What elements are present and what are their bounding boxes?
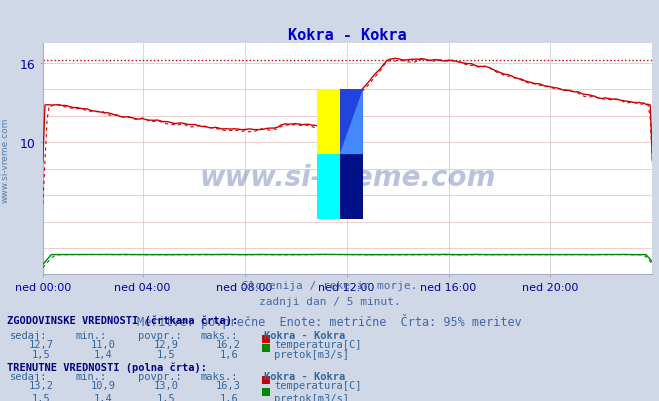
Text: pretok[m3/s]: pretok[m3/s] [274, 393, 349, 401]
Text: www.si-vreme.com: www.si-vreme.com [1, 118, 10, 203]
Text: min.:: min.: [76, 371, 107, 381]
Text: TRENUTNE VREDNOSTI (polna črta):: TRENUTNE VREDNOSTI (polna črta): [7, 362, 206, 372]
Text: 1,5: 1,5 [157, 393, 175, 401]
Text: 16,3: 16,3 [216, 381, 241, 391]
Text: povpr.:: povpr.: [138, 371, 182, 381]
Text: 1,4: 1,4 [94, 349, 113, 359]
Text: temperatura[C]: temperatura[C] [274, 340, 362, 350]
Text: 1,6: 1,6 [219, 349, 238, 359]
Text: 1,5: 1,5 [32, 349, 50, 359]
Text: Slovenija / reke in morje.: Slovenija / reke in morje. [242, 281, 417, 291]
Text: 12,7: 12,7 [28, 340, 53, 350]
Text: sedaj:: sedaj: [10, 371, 47, 381]
Text: 16,2: 16,2 [216, 340, 241, 350]
Text: pretok[m3/s]: pretok[m3/s] [274, 349, 349, 359]
Bar [339, 155, 363, 219]
Text: 1,4: 1,4 [94, 393, 113, 401]
Text: 12,9: 12,9 [154, 340, 179, 350]
Text: 1,5: 1,5 [32, 393, 50, 401]
Text: min.:: min.: [76, 330, 107, 340]
Bar [316, 155, 339, 219]
Text: 13,0: 13,0 [154, 381, 179, 391]
Text: 1,5: 1,5 [157, 349, 175, 359]
Text: maks.:: maks.: [201, 330, 239, 340]
Text: 10,9: 10,9 [91, 381, 116, 391]
Text: Kokra - Kokra: Kokra - Kokra [264, 330, 345, 340]
Text: ZGODOVINSKE VREDNOSTI (črtkana črta):: ZGODOVINSKE VREDNOSTI (črtkana črta): [7, 315, 238, 325]
Text: 13,2: 13,2 [28, 381, 53, 391]
Polygon shape [339, 90, 363, 155]
Text: www.si-vreme.com: www.si-vreme.com [200, 164, 496, 192]
Text: temperatura[C]: temperatura[C] [274, 381, 362, 391]
Text: maks.:: maks.: [201, 371, 239, 381]
Text: Meritve: povprečne  Enote: metrične  Črta: 95% meritev: Meritve: povprečne Enote: metrične Črta:… [137, 313, 522, 328]
Title: Kokra - Kokra: Kokra - Kokra [288, 28, 407, 43]
Text: Kokra - Kokra: Kokra - Kokra [264, 371, 345, 381]
Bar [316, 90, 339, 155]
Text: zadnji dan / 5 minut.: zadnji dan / 5 minut. [258, 297, 401, 307]
Text: sedaj:: sedaj: [10, 330, 47, 340]
Text: 11,0: 11,0 [91, 340, 116, 350]
Text: povpr.:: povpr.: [138, 330, 182, 340]
Bar [339, 90, 363, 155]
Text: 1,6: 1,6 [219, 393, 238, 401]
